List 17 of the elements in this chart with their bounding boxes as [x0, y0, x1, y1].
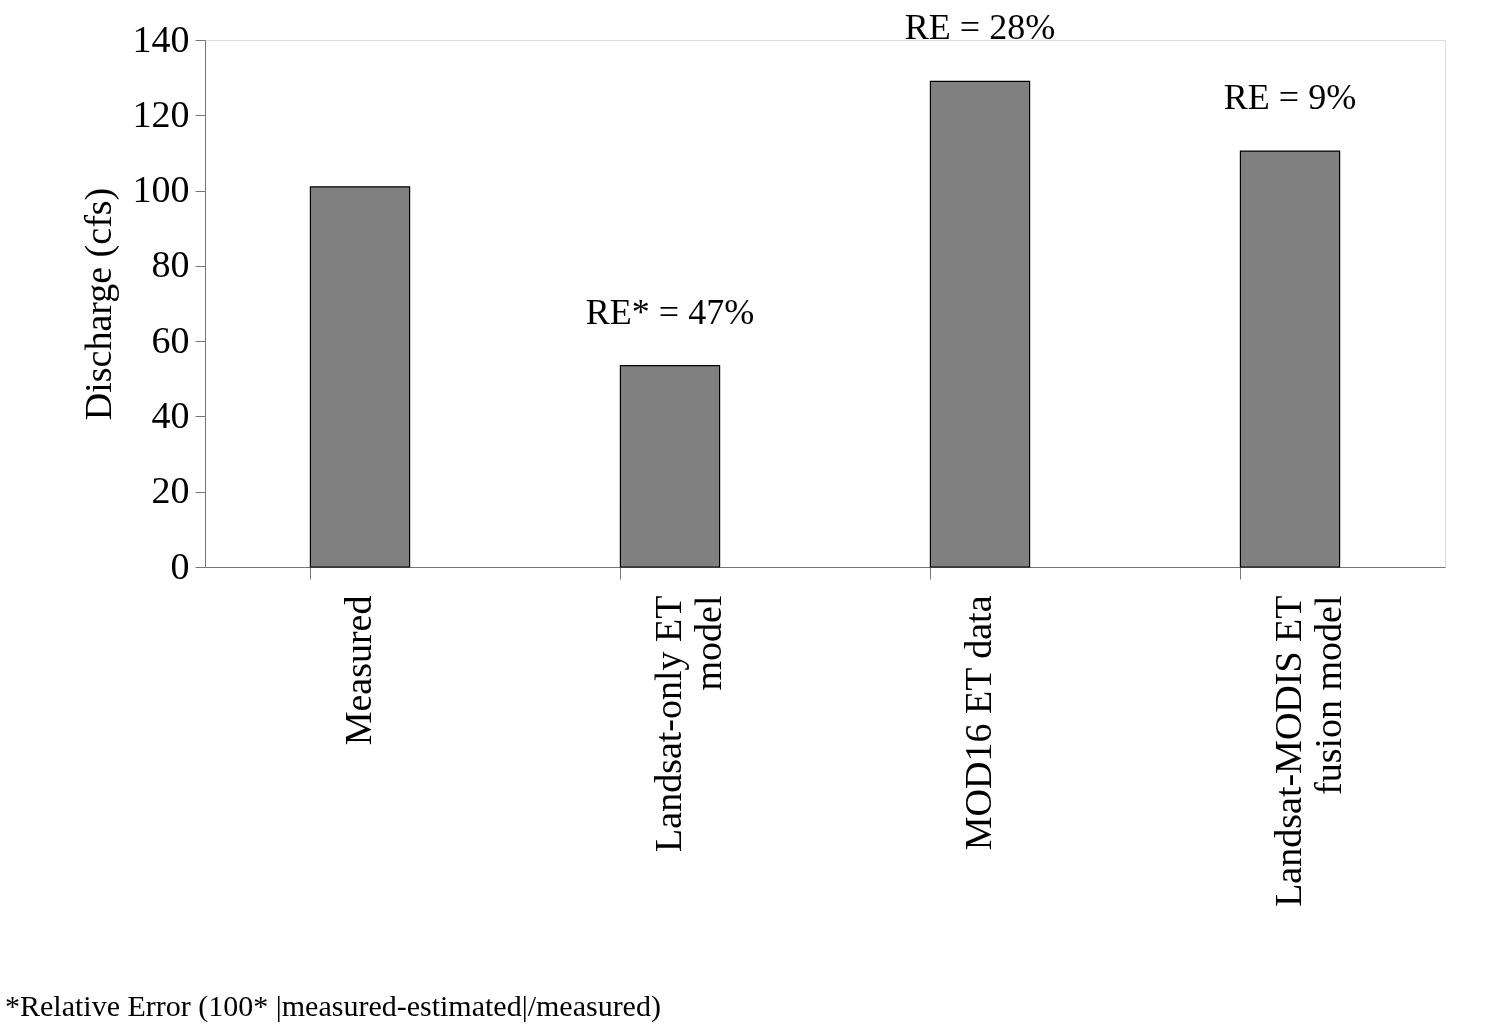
annotation: RE = 28% — [904, 7, 1056, 48]
y-axis-title: Discharge (cfs) — [76, 187, 120, 421]
y-tick-label: 140 — [132, 17, 190, 60]
y-tick-label: 40 — [151, 393, 190, 436]
x-tick-label: Measured — [337, 595, 379, 746]
y-tick-label: 60 — [151, 318, 190, 361]
annotation: RE* = 47% — [585, 291, 755, 332]
x-tick-label: MOD16 ET data — [957, 595, 999, 851]
y-tick-label: 120 — [132, 92, 190, 135]
y-tick-label: 0 — [170, 544, 190, 587]
y-tick-label: 80 — [151, 243, 190, 286]
annotation: RE = 9% — [1223, 77, 1357, 118]
x-tick-label: Landsat-only ET model — [647, 595, 729, 852]
y-tick-label: 100 — [132, 168, 190, 211]
text: *Relative Error (100* |measured-estimated|/measured) — [5, 989, 661, 1023]
y-tick-label: 20 — [151, 469, 190, 512]
x-tick-label: Landsat-MODIS ET fusion model — [1267, 595, 1349, 907]
